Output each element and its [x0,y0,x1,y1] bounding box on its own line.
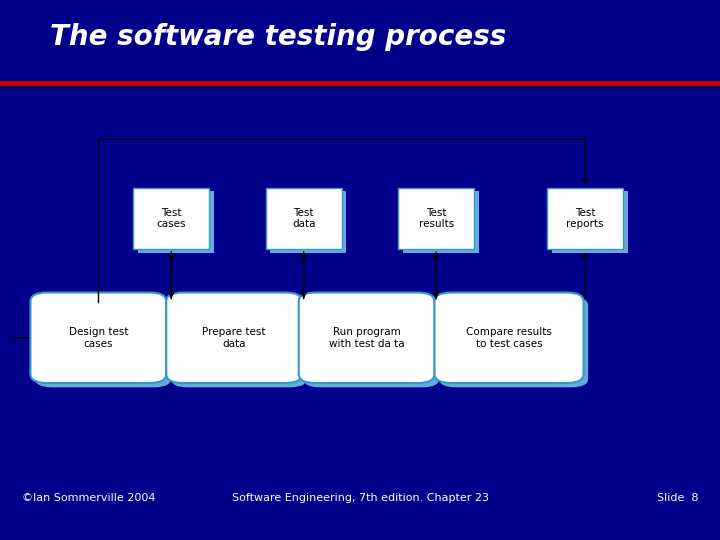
Text: Design test
cases: Design test cases [68,327,128,349]
Text: Run program
with test da ta: Run program with test da ta [329,327,405,349]
Text: The software testing process: The software testing process [50,23,507,51]
FancyBboxPatch shape [398,187,474,249]
Text: ©Ian Sommerville 2004: ©Ian Sommerville 2004 [22,494,155,503]
FancyBboxPatch shape [299,293,435,383]
FancyBboxPatch shape [266,187,342,249]
Text: Test
results: Test results [418,207,454,229]
Text: Compare results
to test cases: Compare results to test cases [466,327,552,349]
FancyBboxPatch shape [138,191,214,253]
FancyBboxPatch shape [35,297,171,387]
FancyBboxPatch shape [439,297,588,387]
FancyBboxPatch shape [435,293,583,383]
Text: Software Engineering, 7th edition. Chapter 23: Software Engineering, 7th edition. Chapt… [232,494,488,503]
FancyBboxPatch shape [552,191,628,253]
FancyBboxPatch shape [303,297,439,387]
Text: Test
reports: Test reports [567,207,604,229]
Text: Slide  8: Slide 8 [657,494,698,503]
Text: Test
cases: Test cases [156,207,186,229]
FancyBboxPatch shape [166,293,302,383]
FancyBboxPatch shape [270,191,346,253]
FancyBboxPatch shape [402,191,479,253]
FancyBboxPatch shape [30,293,166,383]
FancyBboxPatch shape [547,187,624,249]
FancyBboxPatch shape [133,187,210,249]
Text: Prepare test
data: Prepare test data [202,327,266,349]
Text: Test
data: Test data [292,207,315,229]
FancyBboxPatch shape [171,297,307,387]
